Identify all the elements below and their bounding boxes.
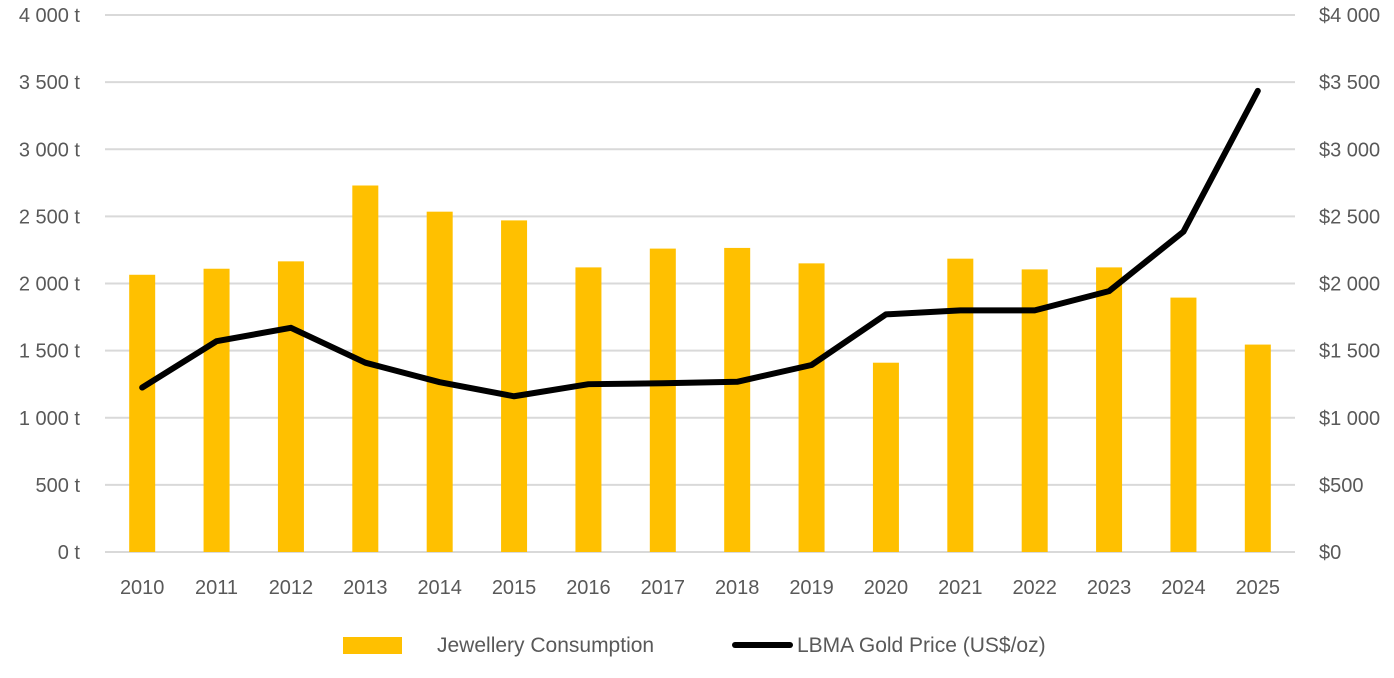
x-tick-label: 2018 (715, 577, 760, 599)
left-tick-label: 4 000 t (19, 5, 81, 27)
x-tick-label: 2014 (417, 577, 462, 599)
jewellery-bars (129, 185, 1271, 552)
right-tick-label: $0 (1319, 542, 1341, 564)
legend-label-jewellery: Jewellery Consumption (437, 634, 654, 657)
left-tick-label: 2 500 t (19, 206, 81, 228)
right-tick-label: $4 000 (1319, 5, 1380, 27)
bar-2011 (203, 268, 230, 552)
bar-2015 (501, 220, 528, 552)
x-tick-label: 2015 (492, 577, 537, 599)
x-tick-label: 2020 (864, 577, 909, 599)
x-tick-label: 2010 (120, 577, 165, 599)
gold-price-line (139, 87, 1261, 400)
left-tick-label: 2 000 t (19, 274, 81, 296)
bar-2025 (1244, 344, 1271, 552)
x-tick-label: 2011 (195, 577, 238, 599)
x-axis: 2010 2011 2012 2013 2014 2015 2016 2017 2018 2019… (120, 577, 1280, 599)
right-tick-label: $3 000 (1319, 139, 1380, 161)
right-tick-label: $2 500 (1319, 206, 1380, 228)
left-axis: 0 t 500 t 1 000 t 1 500 t 2 000 t 2 500 t 3 00… (19, 5, 81, 564)
x-tick-label: 2021 (938, 577, 983, 599)
left-tick-label: 3 000 t (19, 139, 81, 161)
left-tick-label: 1 000 t (19, 408, 81, 430)
right-tick-label: $1 500 (1319, 341, 1380, 363)
legend-swatch-jewellery (343, 637, 402, 654)
bar-2023 (1096, 267, 1123, 552)
legend: Jewellery Consumption LBMA Gold Price (U… (343, 634, 1046, 657)
right-tick-label: $1 000 (1319, 408, 1380, 430)
bar-2020 (872, 362, 899, 552)
x-tick-label: 2023 (1087, 577, 1132, 599)
left-tick-label: 1 500 t (19, 341, 81, 363)
x-tick-label: 2022 (1012, 577, 1057, 599)
bar-2010 (129, 274, 156, 552)
legend-label-gold-price: LBMA Gold Price (US$/oz) (797, 634, 1046, 657)
x-tick-label: 2012 (269, 577, 314, 599)
left-tick-label: 3 500 t (19, 72, 81, 94)
x-tick-label: 2016 (566, 577, 611, 599)
gold-price-polyline (139, 87, 1261, 400)
x-tick-label: 2025 (1236, 577, 1281, 599)
bar-2024 (1170, 297, 1197, 552)
right-tick-label: $3 500 (1319, 72, 1380, 94)
x-tick-label: 2017 (641, 577, 686, 599)
bar-2013 (352, 185, 379, 552)
bar-2019 (798, 263, 825, 552)
bar-2017 (649, 248, 676, 552)
bar-2012 (277, 261, 304, 552)
bar-2022 (1021, 269, 1048, 552)
bar-2021 (947, 258, 974, 552)
bar-2016 (575, 267, 602, 552)
right-tick-label: $500 (1319, 475, 1364, 497)
x-tick-label: 2013 (343, 577, 388, 599)
bar-2018 (724, 247, 751, 552)
right-axis: $0 $500 $1 000 $1 500 $2 000 $2 500 $3 000 $3 5… (1319, 5, 1380, 564)
right-tick-label: $2 000 (1319, 274, 1380, 296)
x-tick-label: 2024 (1161, 577, 1206, 599)
left-tick-label: 500 t (36, 475, 81, 497)
left-tick-label: 0 t (58, 542, 81, 564)
x-tick-label: 2019 (789, 577, 834, 599)
